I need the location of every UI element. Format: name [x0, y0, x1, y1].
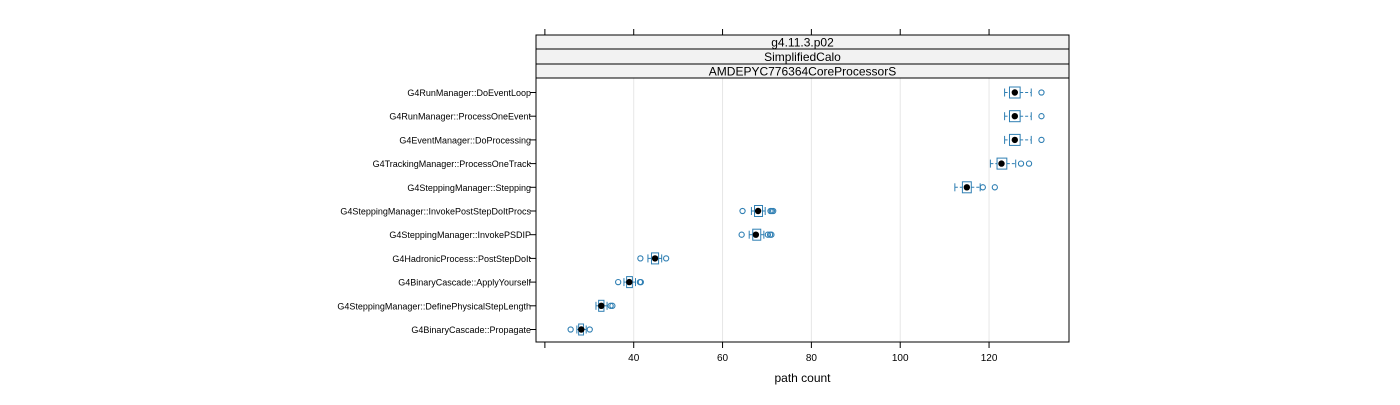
box-group	[989, 157, 1033, 170]
median-dot	[998, 160, 1005, 167]
box	[1008, 110, 1021, 123]
panel-border	[535, 77, 1070, 343]
median-dot	[754, 207, 762, 215]
median-dot	[963, 184, 971, 191]
median-dot	[1011, 113, 1019, 120]
median-dot	[598, 302, 605, 309]
outlier-point	[738, 231, 745, 238]
category-label: G4SteppingManager::Stepping	[407, 183, 531, 193]
category-label: G4RunManager::DoEventLoop	[407, 88, 531, 98]
box	[996, 157, 1008, 170]
outlier-point	[770, 207, 777, 215]
box-group	[567, 323, 593, 336]
outlier-point	[1038, 89, 1045, 96]
x-tick-label: 120	[981, 353, 998, 364]
category-label: G4EventManager::DoProcessing	[399, 135, 531, 145]
strip-label-1: g4.11.3.p02	[771, 36, 834, 50]
outlier-point	[586, 326, 593, 333]
box-marks	[567, 86, 1045, 336]
category-label: G4BinaryCascade::ApplyYourself	[398, 278, 531, 288]
outlier-point	[637, 255, 644, 262]
x-tick-label: 40	[628, 353, 640, 364]
median-dot	[1011, 89, 1019, 96]
outlier-point	[662, 255, 670, 262]
median-dot	[626, 278, 633, 286]
outlier-point	[739, 207, 746, 215]
category-label: G4HadronicProcess::PostStepDoIt	[392, 254, 531, 264]
box	[961, 181, 972, 194]
median-dot	[578, 326, 585, 333]
box	[650, 252, 660, 265]
grid-lines	[633, 78, 990, 342]
x-tick-label: 60	[717, 353, 729, 364]
box-group	[1004, 110, 1045, 123]
x-tick-label: 100	[892, 353, 909, 364]
category-label: G4RunManager::ProcessOneEvent	[389, 112, 531, 122]
outlier-point	[764, 231, 772, 238]
median-dot	[651, 255, 659, 262]
category-label: G4SteppingManager::InvokePostStepDoItPro…	[340, 207, 531, 217]
box	[754, 205, 764, 217]
category-label: G4BinaryCascade::Propagate	[411, 325, 531, 335]
box-group	[1004, 133, 1045, 146]
box	[1008, 133, 1021, 146]
box	[1008, 86, 1021, 99]
box-group	[637, 252, 670, 265]
outlier-point	[768, 231, 775, 238]
outlier-point	[979, 184, 986, 191]
category-labels: G4RunManager::DoEventLoopG4RunManager::P…	[337, 88, 536, 335]
outlier-point	[609, 302, 616, 309]
median-dot	[1011, 136, 1019, 144]
outlier-point	[1038, 136, 1045, 144]
outlier-point	[1038, 113, 1045, 120]
box-group	[738, 228, 775, 241]
box-group	[1004, 86, 1045, 99]
x-tick-label: 80	[806, 353, 818, 364]
outlier-point	[1025, 160, 1033, 167]
x-axis: 40 60 80 100 120	[544, 29, 998, 364]
outlier-point	[615, 278, 622, 286]
box-group	[595, 299, 616, 312]
median-dot	[752, 231, 760, 238]
box-group	[739, 205, 777, 217]
strip-headers: g4.11.3.p02 SimplifiedCalo AMDEPYC776364…	[535, 34, 1070, 79]
box-group	[954, 181, 998, 194]
category-label: G4TrackingManager::ProcessOneTrack	[373, 159, 532, 169]
strip-label-3: AMDEPYC776364CoreProcessorS	[709, 65, 896, 79]
strip-label-2: SimplifiedCalo	[764, 50, 841, 64]
category-label: G4SteppingManager::DefinePhysicalStepLen…	[337, 301, 531, 311]
box-group	[615, 276, 644, 289]
outlier-point	[1017, 160, 1025, 167]
outlier-point	[991, 184, 998, 191]
outlier-point	[637, 278, 644, 286]
category-label: G4SteppingManager::InvokePSDIP	[389, 230, 531, 240]
outlier-point	[567, 326, 574, 333]
x-axis-title: path count	[774, 371, 831, 385]
